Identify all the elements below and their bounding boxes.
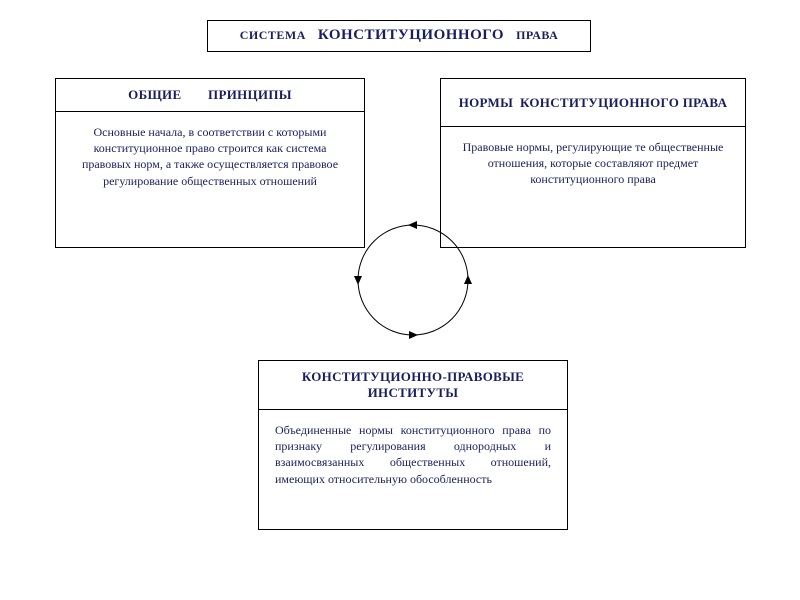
card-head: КОНСТИТУЦИОННО-ПРАВОВЫЕ ИНСТИТУТЫ (259, 361, 567, 410)
card-body: Правовые нормы, регулирующие те обществе… (441, 127, 745, 200)
card-body: Основные начала, в соответствии с которы… (56, 112, 364, 201)
card-legal-institutes: КОНСТИТУЦИОННО-ПРАВОВЫЕ ИНСТИТУТЫ Объеди… (258, 360, 568, 530)
title-main: КОНСТИТУЦИОННОГО (318, 27, 504, 43)
card-head: ОБЩИЕ ПРИНЦИПЫ (56, 79, 364, 112)
card-general-principles: ОБЩИЕ ПРИНЦИПЫ Основные начала, в соотве… (55, 78, 365, 248)
title-post: ПРАВА (516, 28, 558, 42)
card-constitutional-norms: НОРМЫ КОНСТИТУЦИОННОГО ПРАВА Правовые но… (440, 78, 746, 248)
title-pre: СИСТЕМА (240, 28, 306, 42)
hub-circle-icon (353, 220, 473, 340)
card-body: Объединенные нормы конституционного прав… (259, 410, 567, 499)
diagram-title-box: СИСТЕМА КОНСТИТУЦИОННОГО ПРАВА (207, 20, 591, 52)
card-head: НОРМЫ КОНСТИТУЦИОННОГО ПРАВА (441, 79, 745, 127)
hub-circle-path (358, 225, 468, 335)
hub-arrowheads (354, 221, 472, 339)
